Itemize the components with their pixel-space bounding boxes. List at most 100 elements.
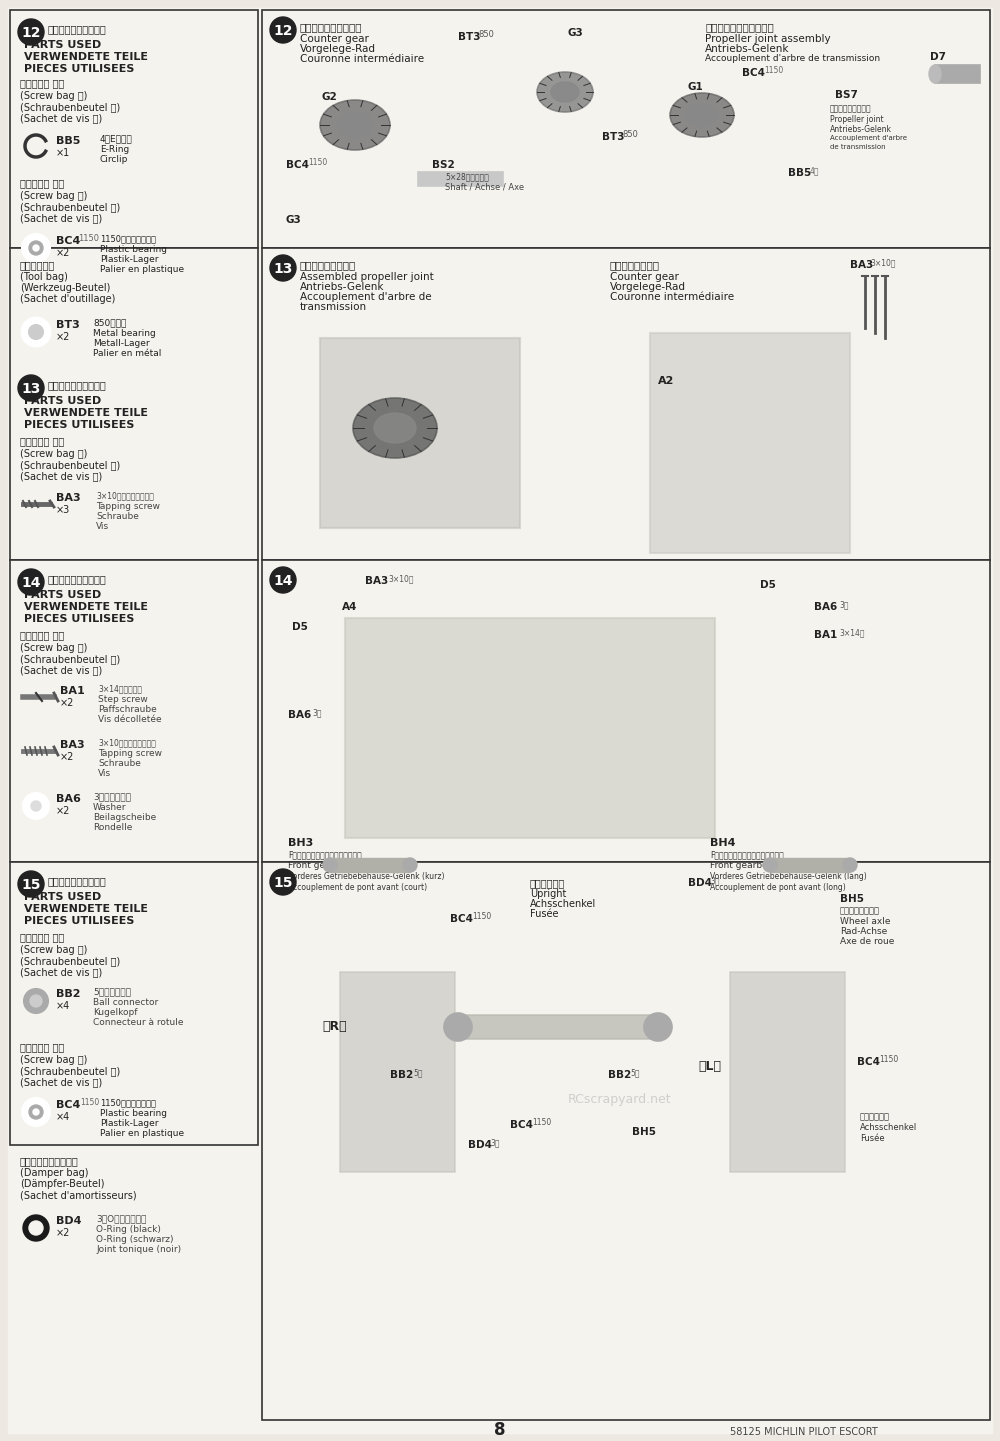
Text: BC4: BC4 [56, 236, 80, 246]
Ellipse shape [338, 112, 372, 137]
Circle shape [270, 17, 296, 43]
Text: 3×10㎜: 3×10㎜ [388, 574, 414, 584]
Text: G2: G2 [322, 92, 338, 102]
Text: ×2: ×2 [56, 1228, 70, 1238]
Text: Ball connector: Ball connector [93, 999, 158, 1007]
Text: Palier en plastique: Palier en plastique [100, 265, 184, 274]
Ellipse shape [320, 99, 390, 150]
Text: BH5: BH5 [632, 1127, 656, 1137]
Text: （ビス袋詰 Ⓒ）: （ビス袋詰 Ⓒ） [20, 1042, 64, 1052]
Text: 14: 14 [273, 574, 293, 588]
Circle shape [24, 989, 48, 1013]
Text: Front gearbox joint (short): Front gearbox joint (short) [288, 862, 407, 870]
Text: Fギヤーボックスジョイント（長）: Fギヤーボックスジョイント（長） [710, 850, 784, 859]
Text: BB5: BB5 [788, 169, 811, 179]
Text: 3㎜: 3㎜ [312, 708, 322, 718]
Text: (Sachet de vis Ⓐ): (Sachet de vis Ⓐ) [20, 664, 102, 674]
Bar [10, 561, 258, 862]
Text: Tapping screw: Tapping screw [98, 749, 162, 758]
Text: (Sachet d'outillage): (Sachet d'outillage) [20, 294, 115, 304]
Bar [458, 1014, 658, 1039]
Circle shape [23, 793, 49, 818]
Text: A4: A4 [342, 602, 357, 612]
Bar [340, 973, 455, 1172]
Text: 15: 15 [21, 878, 41, 892]
Text: Vis décolletée: Vis décolletée [98, 715, 162, 723]
Text: Step screw: Step screw [98, 695, 148, 705]
Text: 1150: 1150 [78, 233, 99, 244]
Text: Schraube: Schraube [96, 512, 139, 522]
Circle shape [33, 1110, 39, 1115]
Text: PARTS USED: PARTS USED [24, 589, 101, 599]
Text: 〈R〉: 〈R〉 [322, 1020, 347, 1033]
Text: BB2: BB2 [390, 1071, 413, 1079]
Text: アップライト: アップライト [530, 878, 565, 888]
Circle shape [444, 1013, 472, 1040]
Text: 14: 14 [21, 576, 41, 589]
Text: BC4: BC4 [510, 1120, 533, 1130]
Text: Fusée: Fusée [530, 909, 558, 919]
Text: PIECES UTILISEES: PIECES UTILISEES [24, 614, 134, 624]
Text: BA6: BA6 [288, 710, 311, 720]
Text: ×1: ×1 [56, 148, 70, 159]
Text: (Damper bag): (Damper bag) [20, 1169, 88, 1177]
Text: 850: 850 [478, 30, 494, 39]
Bar [730, 973, 845, 1172]
Circle shape [29, 1221, 43, 1235]
Bar [770, 857, 850, 872]
Text: Vorderes Getriebebehäuse-Gelenk (lang): Vorderes Getriebebehäuse-Gelenk (lang) [710, 872, 867, 880]
Text: (Schraubenbeutel Ⓑ): (Schraubenbeutel Ⓑ) [20, 955, 120, 965]
Text: Circlip: Circlip [100, 156, 128, 164]
Text: Joint tonique (noir): Joint tonique (noir) [96, 1245, 181, 1254]
Text: (Sachet d'amortisseurs): (Sachet d'amortisseurs) [20, 1190, 137, 1200]
Text: プロペラジョイント: プロペラジョイント [300, 259, 356, 269]
Text: BC4: BC4 [742, 68, 765, 78]
Text: BC4: BC4 [450, 914, 473, 924]
Text: BD4: BD4 [688, 878, 712, 888]
Text: 5㎜ピロボール: 5㎜ピロボール [93, 987, 131, 996]
Circle shape [29, 241, 43, 255]
Text: Vorgelege-Rad: Vorgelege-Rad [300, 45, 376, 53]
Text: (Dämpfer-Beutel): (Dämpfer-Beutel) [20, 1179, 104, 1189]
Text: Propeller joint assembly: Propeller joint assembly [705, 35, 831, 45]
Bar [345, 618, 715, 839]
Text: 3㎜Oリング（黒）: 3㎜Oリング（黒） [96, 1213, 146, 1223]
Text: (Sachet de vis Ⓒ): (Sachet de vis Ⓒ) [20, 213, 102, 223]
Text: Vis: Vis [96, 522, 109, 530]
Text: BA3: BA3 [60, 741, 85, 749]
Text: G3: G3 [285, 215, 301, 225]
Text: 3×10㎜タッピングビス: 3×10㎜タッピングビス [98, 738, 156, 746]
Text: Plastic bearing: Plastic bearing [100, 245, 167, 254]
Ellipse shape [670, 94, 734, 137]
Bar [262, 862, 990, 1419]
Text: BH5: BH5 [840, 893, 864, 904]
Bar [935, 65, 980, 84]
Text: （ダンパー部品袋詰）: （ダンパー部品袋詰） [20, 1156, 79, 1166]
Text: 3㎜: 3㎜ [839, 599, 848, 610]
Text: 3×10㎜タッピングビス: 3×10㎜タッピングビス [96, 491, 154, 500]
Text: (Screw bag Ⓑ): (Screw bag Ⓑ) [20, 945, 87, 955]
Text: 1150: 1150 [879, 1055, 898, 1063]
Text: Antriebs-Gelenk: Antriebs-Gelenk [705, 45, 790, 53]
Text: (Screw bag Ⓑ): (Screw bag Ⓑ) [20, 91, 87, 101]
Text: (Sachet de vis Ⓒ): (Sachet de vis Ⓒ) [20, 1076, 102, 1087]
Text: transmission: transmission [300, 303, 367, 313]
Text: (Schraubenbeutel Ⓐ): (Schraubenbeutel Ⓐ) [20, 654, 120, 664]
Text: Couronne intermédiaire: Couronne intermédiaire [300, 53, 424, 63]
Ellipse shape [929, 65, 941, 84]
Text: 850: 850 [622, 130, 638, 138]
Text: 5㎜: 5㎜ [630, 1068, 640, 1076]
Text: BA1: BA1 [814, 630, 837, 640]
Text: アップライト: アップライト [860, 1112, 890, 1121]
Text: Fギヤーボックスジョイント（短）: Fギヤーボックスジョイント（短） [288, 850, 362, 859]
Text: Rondelle: Rondelle [93, 823, 132, 831]
Text: ×2: ×2 [56, 331, 70, 342]
Text: 〈使用する小物金具〉: 〈使用する小物金具〉 [48, 24, 107, 35]
Text: 4㎜Eリング: 4㎜Eリング [100, 134, 133, 143]
Text: 1150: 1150 [532, 1118, 551, 1127]
Text: 〈使用する小物金具〉: 〈使用する小物金具〉 [48, 574, 107, 584]
Text: Achsschenkel: Achsschenkel [530, 899, 596, 909]
Text: VERWENDETE TEILE: VERWENDETE TEILE [24, 52, 148, 62]
Text: 1150プラベアリング: 1150プラベアリング [100, 233, 156, 244]
Text: PIECES UTILISEES: PIECES UTILISEES [24, 419, 134, 429]
